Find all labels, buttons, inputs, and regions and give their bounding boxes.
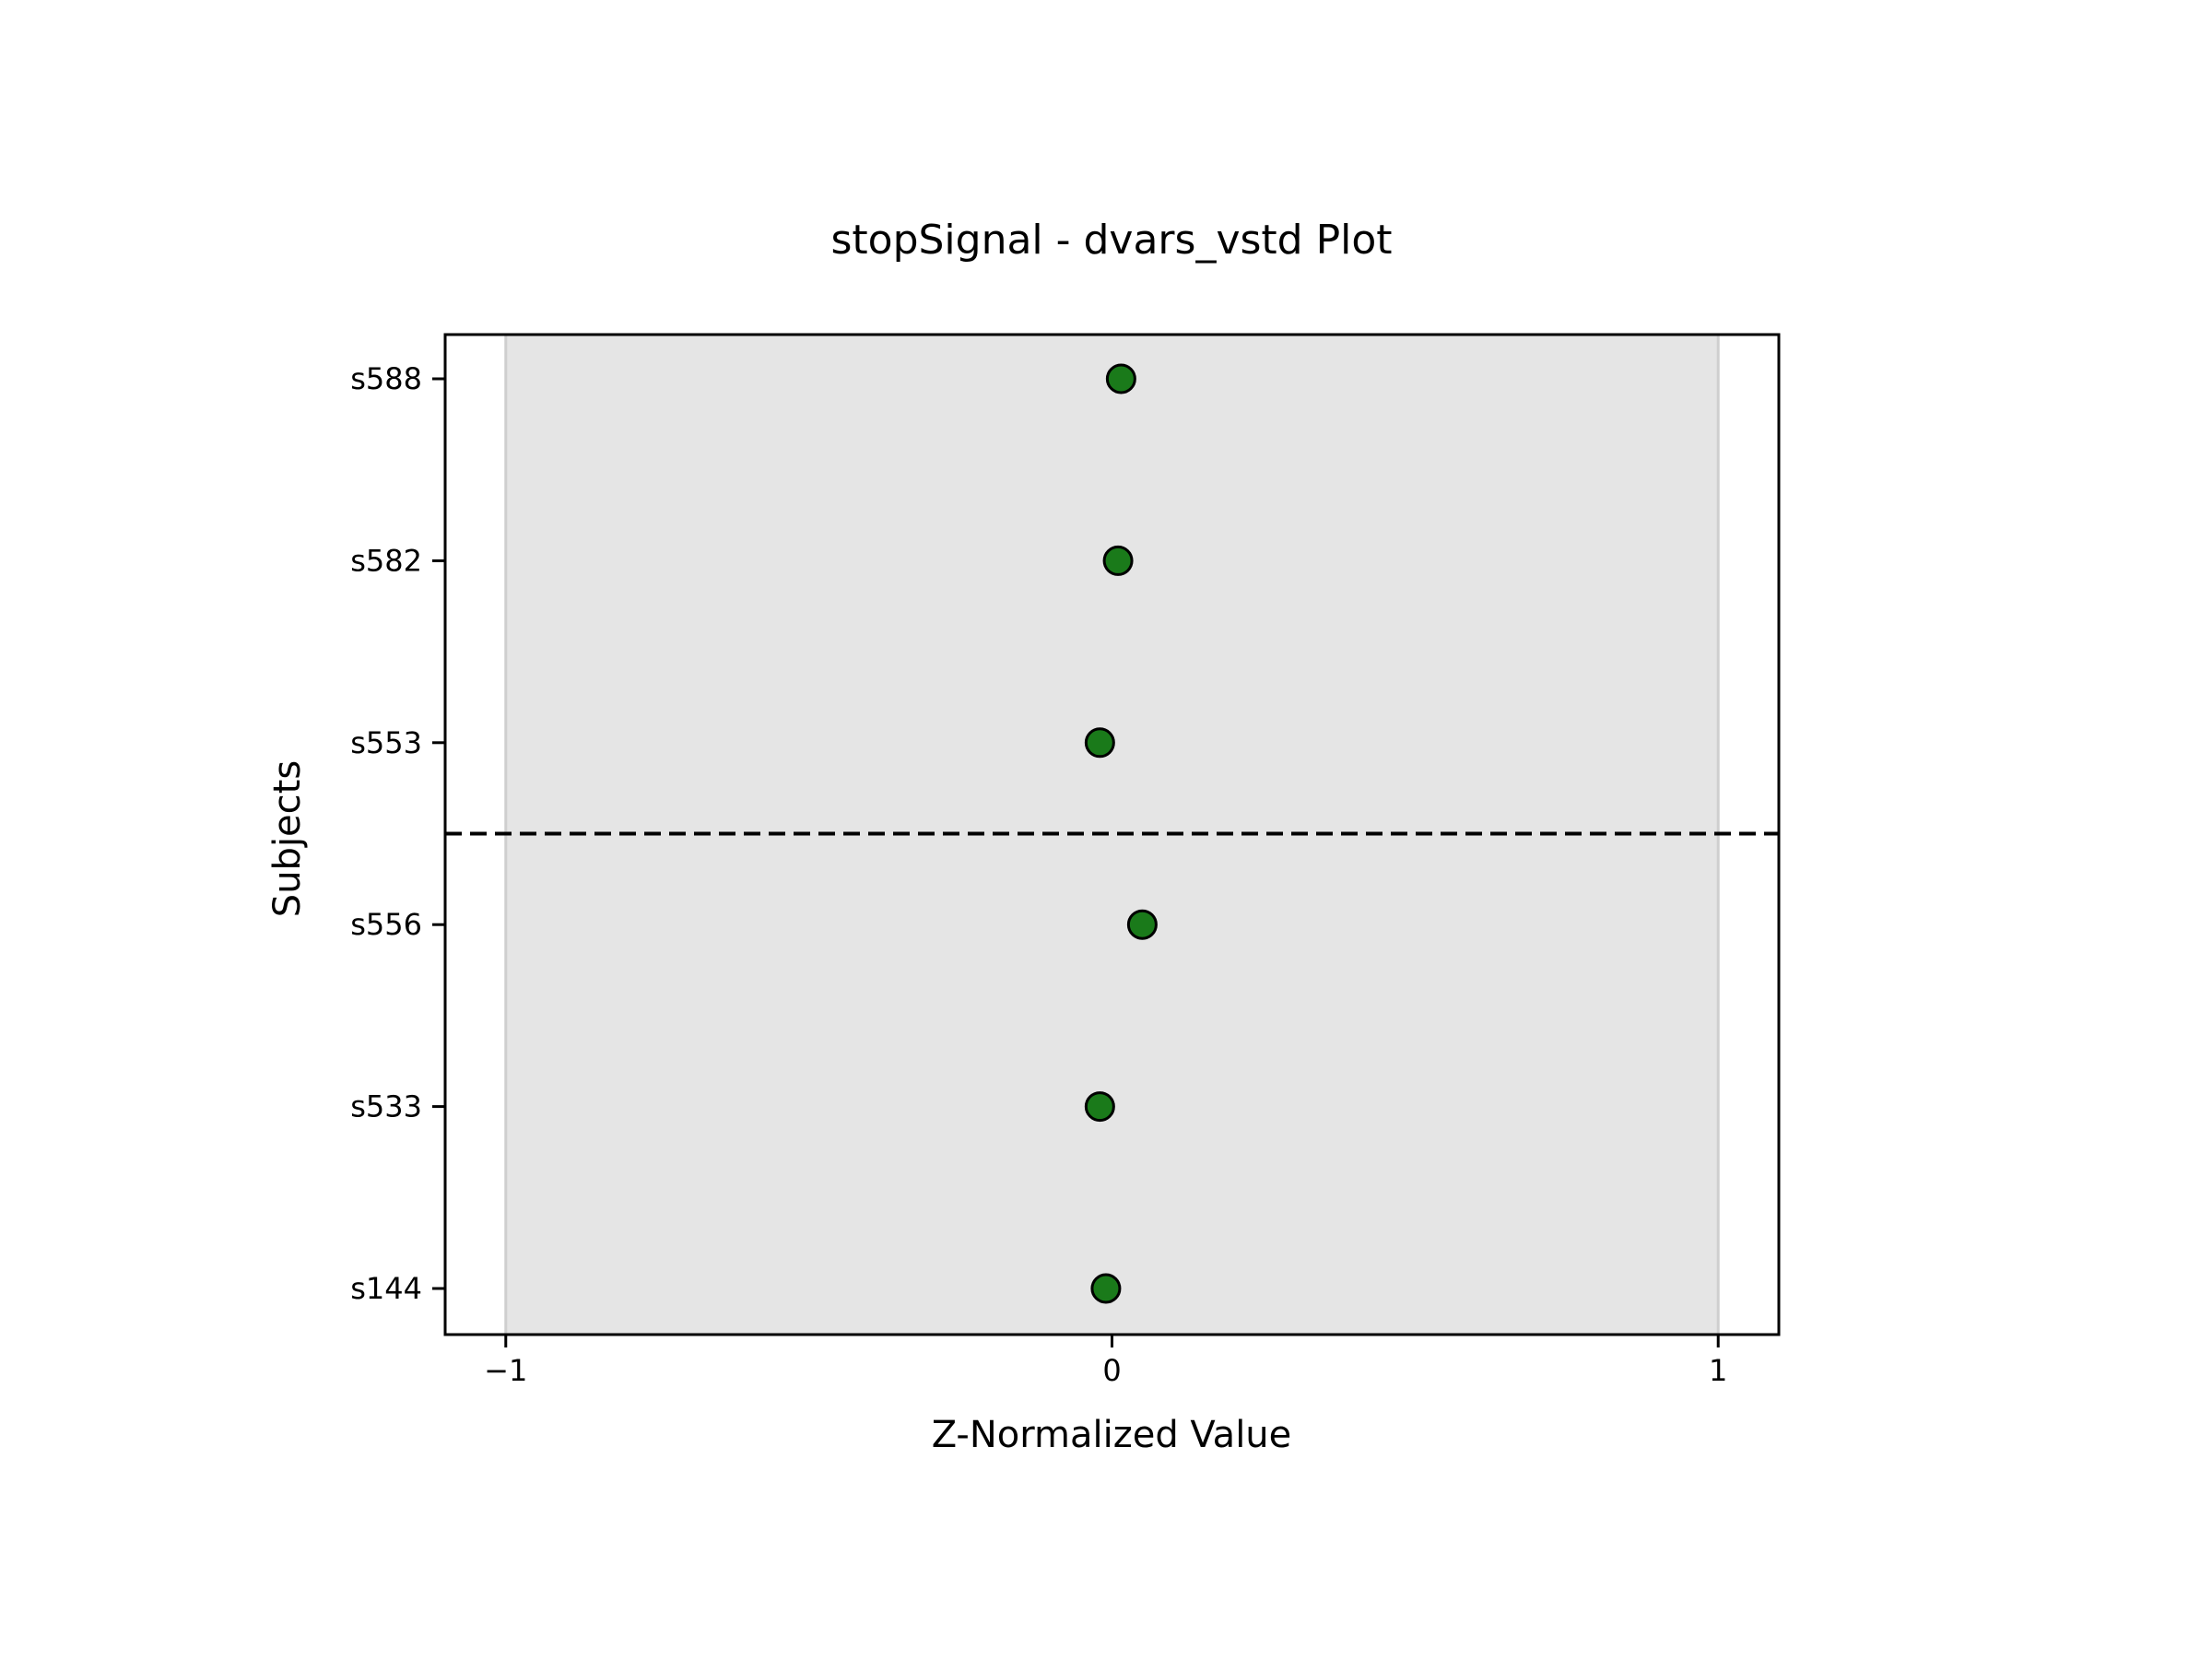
- y-tick-label: s144: [350, 1271, 422, 1306]
- data-point-s556: [1126, 909, 1158, 940]
- y-axis-label: Subjects: [266, 760, 309, 917]
- chart-title: stopSignal - dvars_vstd Plot: [830, 217, 1392, 264]
- data-point-s553: [1084, 727, 1115, 759]
- shaded-band: [505, 335, 1719, 1335]
- y-tick-label: s588: [350, 361, 422, 396]
- y-tick-label: s533: [350, 1089, 422, 1124]
- y-tick-label: s556: [350, 907, 422, 942]
- data-point-s582: [1102, 545, 1134, 576]
- x-tick-label: −1: [484, 1353, 527, 1388]
- data-point-s533: [1084, 1091, 1115, 1123]
- x-tick-label: 0: [1102, 1353, 1121, 1388]
- x-tick-label: 1: [1709, 1353, 1727, 1388]
- data-point-s588: [1105, 363, 1136, 394]
- plot-area: −1 0 1 s144 s533 s556 s553 s582 s588: [350, 333, 1781, 1388]
- x-axis-label: Z-Normalized Value: [932, 1414, 1292, 1456]
- y-tick-label: s553: [350, 725, 422, 760]
- data-point-s144: [1090, 1273, 1122, 1304]
- y-tick-label: s582: [350, 543, 422, 578]
